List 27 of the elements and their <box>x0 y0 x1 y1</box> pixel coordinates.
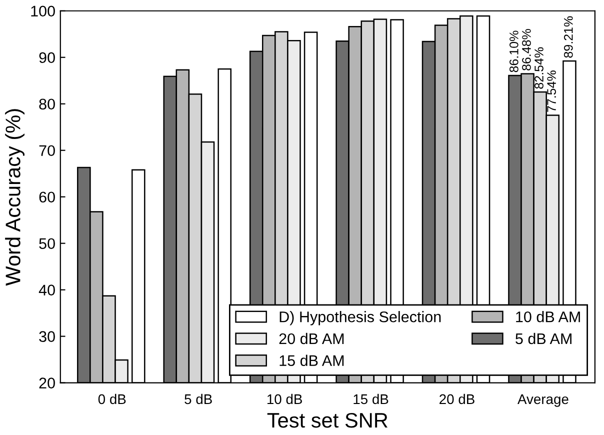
y-tick-label: 100 <box>31 6 55 17</box>
x-tick-label: 15 dB <box>354 394 388 404</box>
y-axis-title: Word Accuracy (%) <box>5 109 24 286</box>
x-tick-label: 20 dB <box>440 394 474 404</box>
data-label: 77.54% <box>547 70 556 112</box>
y-tick-label: 20 <box>39 378 55 388</box>
data-label: 86.10% <box>510 30 518 72</box>
legend-label: D) Hypothesis Selection <box>280 311 441 326</box>
data-label: 89.21% <box>564 16 573 58</box>
y-tick-label: 60 <box>39 192 55 203</box>
y-tick-label: 50 <box>39 238 55 250</box>
data-label: 82.54% <box>534 47 544 89</box>
y-tick-label: 30 <box>39 331 55 342</box>
x-tick-label: 5 dB <box>184 394 212 404</box>
legend-label: 15 dB AM <box>280 354 344 366</box>
y-tick-label: 90 <box>39 52 55 64</box>
x-tick-label: Average <box>517 394 568 407</box>
legend-label: 10 dB AM <box>516 311 580 322</box>
data-label: 86.48% <box>522 28 531 70</box>
legend-label: 20 dB AM <box>279 332 344 344</box>
y-tick-label: 80 <box>39 98 55 110</box>
x-tick-label: 10 dB <box>267 394 302 404</box>
y-tick-label: 40 <box>38 284 55 296</box>
x-axis-title: Test set SNR <box>267 412 388 428</box>
legend-label: 5 dB AM <box>516 332 572 344</box>
y-tick-label: 70 <box>39 145 55 156</box>
x-tick-label: 0 dB <box>98 394 126 404</box>
